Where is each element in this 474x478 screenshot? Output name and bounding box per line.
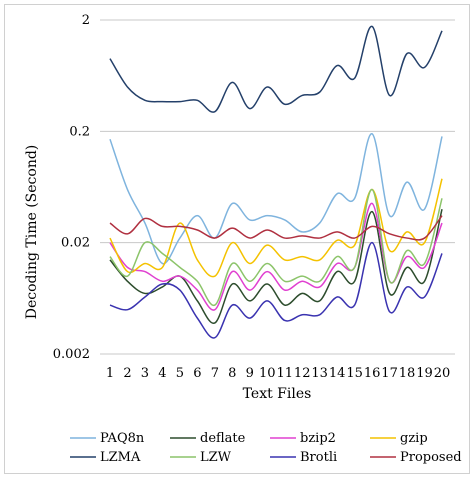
x-tick-label: 2 [123,366,131,381]
series-line-lzma [109,25,443,113]
x-tick-label: 1 [106,366,114,381]
legend-item-lzw: LZW [170,450,232,465]
x-tick-label: 4 [158,366,166,381]
legend-item-lzma: LZMA [70,450,141,465]
x-tick-label: 5 [176,366,184,381]
y-tick-label: 0.002 [53,347,90,362]
legend-item-gzip: gzip [370,431,428,446]
x-tick-label: 7 [211,366,219,381]
y-tick-label: 0.2 [69,124,90,139]
x-tick-label: 12 [294,366,311,381]
x-axis-ticks: 1 2 3 4 5 6 7 8 9 10 11 12 13 14 15 16 17 18 19 20 [106,366,450,381]
y-tick-label: 2 [82,13,90,28]
x-tick-label: 8 [228,366,236,381]
series-line-gzip [109,178,443,278]
x-tick-label: 20 [434,366,451,381]
legend-label: deflate [200,431,246,446]
legend-item-bzip2: bzip2 [270,431,336,446]
x-tick-label: 11 [276,366,293,381]
legend-item-proposed: Proposed [370,450,462,465]
legend: PAQ8n deflate bzip2 gzip LZMA LZW Brotli Propos… [70,431,462,465]
series-line-lzw [109,188,443,306]
x-tick-label: 6 [193,366,201,381]
series-line-deflate [109,208,443,324]
series-line-brotli [109,241,443,339]
legend-label: LZMA [100,450,141,465]
series-lines [109,25,443,339]
x-tick-label: 18 [399,366,416,381]
chart-frame [4,4,470,474]
legend-label: Brotli [300,450,337,465]
y-axis-label: Decoding Time (Second) [24,145,40,320]
series-line-proposed [109,215,443,241]
legend-label: bzip2 [300,431,336,446]
legend-label: PAQ8n [100,431,145,446]
x-tick-label: 16 [364,366,381,381]
x-tick-label: 3 [141,366,149,381]
legend-item-brotli: Brotli [270,450,337,465]
x-axis-label: Text Files [243,386,312,402]
legend-label: LZW [200,450,232,465]
y-tick-label: 0.02 [61,236,90,251]
legend-item-paq8n: PAQ8n [70,431,145,446]
y-axis-ticks: 2 0.2 0.02 0.002 [53,13,90,362]
x-tick-label: 10 [259,366,276,381]
x-tick-label: 9 [246,366,254,381]
x-tick-label: 14 [329,366,346,381]
gridlines [100,19,455,355]
x-tick-label: 19 [416,366,433,381]
x-tick-label: 15 [346,366,363,381]
legend-item-deflate: deflate [170,431,246,446]
x-tick-label: 13 [311,366,328,381]
legend-label: Proposed [400,450,462,465]
legend-label: gzip [400,431,428,446]
x-tick-label: 17 [381,366,398,381]
